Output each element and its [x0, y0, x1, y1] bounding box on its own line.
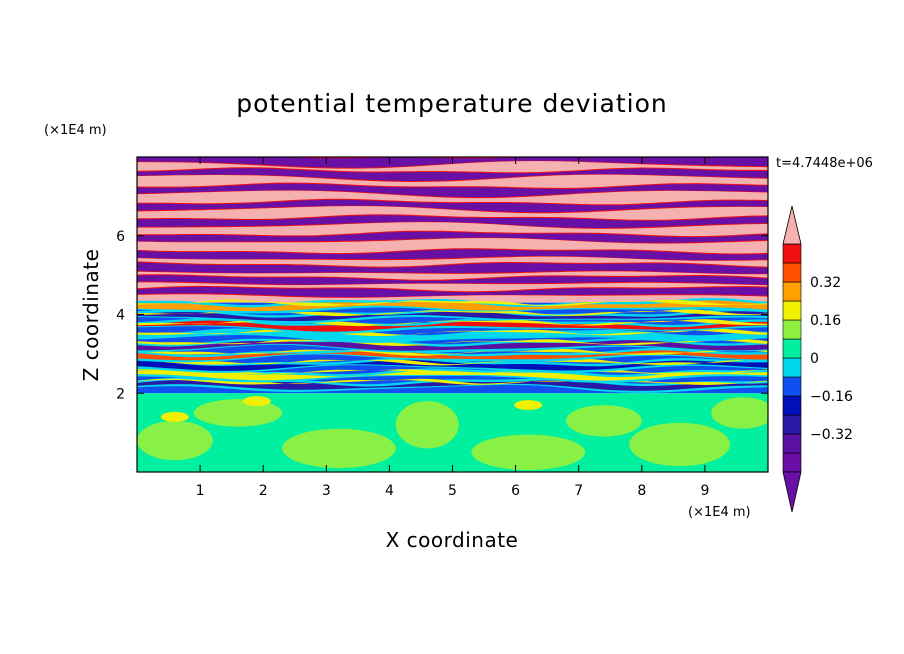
- colorbar-tick-label: −0.16: [810, 389, 853, 405]
- y-tick-label: 6: [116, 229, 125, 245]
- time-label: t=4.7448e+06: [776, 156, 873, 171]
- x-tick-label: 7: [574, 483, 583, 499]
- stratified-band: [137, 183, 768, 198]
- stratified-band: [137, 275, 768, 285]
- x-axis-label: X coordinate: [386, 528, 519, 552]
- colorbar-tick-label: 0.16: [810, 313, 841, 329]
- colorbar-segment: [782, 395, 802, 416]
- colorbar-segment: [782, 357, 802, 378]
- x-tick-label: 5: [448, 483, 457, 499]
- colorbar-tick-label: −0.32: [810, 427, 853, 443]
- x-axis-unit: (×1E4 m): [688, 505, 751, 520]
- x-tick-label: 6: [511, 483, 520, 499]
- plot-area: 1 2 3 4 5 6 7 8 9 2 4 6: [116, 156, 769, 499]
- transition-band: [137, 300, 768, 312]
- chart-title: potential temperature deviation: [236, 89, 667, 118]
- colorbar-segment: [782, 243, 802, 264]
- mixed-layer-blob: [395, 401, 459, 449]
- colorbar-segment: [782, 433, 802, 454]
- colorbar-segment: [782, 262, 802, 283]
- x-tick-label: 2: [259, 483, 268, 499]
- mixed-layer-blob: [193, 399, 283, 427]
- contour-field: [137, 157, 768, 472]
- warm-plume: [160, 411, 189, 422]
- mixed-layer-blob: [629, 422, 731, 467]
- mixed-layer-blob: [711, 397, 768, 429]
- colorbar-segment: [782, 319, 802, 340]
- y-axis-label: Z coordinate: [79, 249, 103, 382]
- stratified-band: [137, 231, 768, 243]
- x-tick-label: 4: [385, 483, 394, 499]
- transition-band: [137, 350, 768, 361]
- stratified-band: [137, 215, 768, 228]
- warm-plume: [514, 400, 543, 411]
- transition-band-line: [137, 348, 768, 356]
- colorbar-segment: [782, 452, 802, 473]
- colorbar-segment: [782, 376, 802, 397]
- colorbar-segment: [782, 300, 802, 321]
- x-tick-label: 3: [322, 483, 331, 499]
- transition-band: [137, 370, 768, 381]
- colorbar-extend-bottom: [782, 471, 802, 513]
- stratified-band: [137, 168, 768, 181]
- mixed-layer-blob: [566, 405, 642, 437]
- transition-band: [137, 311, 768, 322]
- transition-band-line: [137, 319, 768, 327]
- colorbar-segment: [782, 338, 802, 359]
- stratified-band: [137, 262, 768, 274]
- mixed-layer-blob: [282, 428, 396, 469]
- transition-band: [137, 330, 768, 341]
- transition-band: [137, 359, 768, 371]
- warm-plume: [242, 396, 271, 407]
- y-tick-label: 2: [116, 386, 125, 402]
- x-tick-label: 9: [700, 483, 709, 499]
- stratified-band: [137, 199, 768, 213]
- mixed-layer-blob: [471, 434, 586, 471]
- colorbar-segment: [782, 281, 802, 302]
- mixed-layer-blob: [137, 420, 213, 461]
- colorbar-segment: [782, 414, 802, 435]
- x-tick-label: 8: [637, 483, 646, 499]
- transition-band-line: [137, 338, 768, 346]
- transition-band: [137, 340, 768, 351]
- transition-band: [137, 320, 768, 332]
- colorbar-extend-top: [782, 205, 802, 245]
- colorbar-tick-label: 0: [810, 351, 819, 367]
- transition-band: [137, 380, 768, 391]
- y-axis-unit: (×1E4 m): [44, 123, 107, 138]
- x-tick-label: 1: [196, 483, 205, 499]
- transition-band-line: [137, 299, 768, 307]
- y-tick-label: 4: [116, 308, 125, 324]
- colorbar-tick-label: 0.32: [810, 275, 841, 291]
- colorbar: −0.32 −0.16 0 0.16 0.32: [782, 205, 853, 513]
- stratified-band: [137, 249, 768, 261]
- y-axis-ticks: 2 4 6: [116, 229, 768, 402]
- stratified-band: [137, 286, 768, 298]
- x-axis-ticks: 1 2 3 4 5 6 7 8 9: [196, 157, 709, 499]
